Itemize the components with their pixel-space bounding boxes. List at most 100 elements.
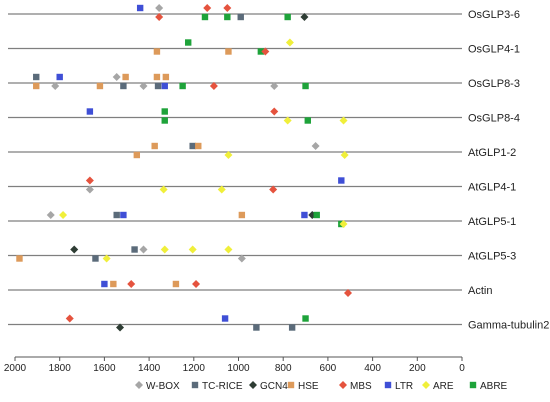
site-osglp8-3-w-box-1545 (112, 73, 121, 81)
site-atglp5-3-gcn4-1735 (70, 245, 79, 254)
x-tick-label-1600: 1600 (93, 363, 116, 374)
site-osglp8-3-hse-1905 (33, 82, 40, 90)
legend-marker-are (422, 381, 430, 389)
site-osglp3-6-abre-780 (284, 13, 291, 21)
site-osglp8-4-are-530 (339, 116, 348, 125)
site-actin-mbs-510 (344, 289, 353, 297)
site-osglp3-6-mbs-1355 (155, 13, 164, 21)
site-atglp4-1-w-box-1665 (85, 185, 94, 194)
x-tick-label-600: 600 (320, 363, 337, 374)
x-tick-label-400: 400 (364, 363, 381, 374)
legend-marker-w-box (135, 381, 143, 389)
site-gamma-tubulin2-gcn4-1530 (116, 323, 125, 332)
site-osglp3-6-gcn4-705 (300, 13, 309, 21)
site-osglp8-4-mbs-840 (270, 107, 279, 116)
site-osglp3-6-abre-1050 (224, 13, 231, 21)
site-osglp4-1-hse-1045 (225, 48, 232, 55)
site-atglp4-1-are-1075 (217, 185, 226, 194)
site-osglp8-3-hse-1505 (122, 73, 129, 81)
site-atglp5-3-tc-rice-1465 (131, 246, 138, 253)
site-actin-mbs-1190 (192, 280, 201, 288)
site-atglp5-3-hse-1980 (16, 255, 23, 262)
legend-marker-ltr (384, 381, 392, 389)
site-osglp4-1-mbs-880 (261, 47, 270, 56)
site-atglp5-1-w-box-1840 (46, 211, 55, 219)
site-atglp5-3-are-1590 (102, 254, 111, 263)
site-gamma-tubulin2-ltr-1060 (221, 315, 229, 322)
site-osglp3-6-abre-1150 (201, 13, 209, 21)
site-osglp8-3-mbs-1110 (209, 82, 218, 90)
site-osglp8-4-ltr-1665 (86, 108, 94, 115)
site-osglp4-1-abre-1225 (185, 39, 192, 46)
site-atglp4-1-mbs-845 (269, 185, 278, 194)
legend-label-mbs: MBS (350, 381, 372, 392)
site-gamma-tubulin2-abre-700 (302, 315, 309, 322)
site-actin-ltr-1600 (101, 280, 108, 288)
site-osglp4-1-abre-900 (257, 48, 265, 55)
element-marks (16, 4, 353, 332)
x-tick-label-1800: 1800 (49, 363, 72, 374)
site-osglp8-3-hse-1620 (96, 82, 104, 90)
gene-label-atglp1-2: AtGLP1-2 (468, 147, 516, 159)
site-atglp5-1-abre-650 (313, 211, 320, 219)
site-osglp8-4-abre-690 (304, 117, 311, 124)
legend-marker-tc-rice (191, 381, 199, 389)
site-atglp5-1-ltr-705 (301, 211, 308, 219)
site-osglp8-4-abre-1330 (161, 117, 168, 124)
site-osglp4-1-are-770 (285, 38, 294, 47)
site-osglp8-4-abre-1330 (161, 108, 168, 115)
x-tick-label-1000: 1000 (227, 363, 250, 374)
site-atglp5-1-tc-rice-1545 (113, 211, 120, 219)
site-atglp1-2-hse-1375 (151, 142, 158, 150)
gene-lanes: OsGLP3-6 OsGLP4-1 OsGLP8-3 OsGLP8-4 AtGLP1-2… (8, 9, 549, 332)
gene-label-atglp4-1: AtGLP4-1 (468, 182, 516, 194)
site-osglp8-3-ltr-1800 (56, 73, 63, 81)
site-actin-hse-1280 (172, 280, 180, 288)
legend: W-BOX TC-RICE GCN4 HSE MBS LTR ARE ABRE (135, 381, 508, 392)
site-atglp1-2-are-525 (340, 151, 349, 159)
gene-label-atglp5-3: AtGLP5-3 (468, 251, 516, 263)
gene-label-atglp5-1: AtGLP5-1 (468, 216, 516, 228)
site-atglp1-2-tc-rice-1205 (189, 142, 196, 150)
site-atglp5-3-w-box-1425 (139, 245, 148, 254)
site-atglp4-1-ltr-540 (338, 177, 345, 184)
site-osglp8-3-abre-700 (302, 82, 309, 90)
site-atglp5-3-are-1205 (188, 245, 197, 254)
site-osglp8-3-hse-1325 (162, 73, 170, 81)
gene-label-osglp4-1: OsGLP4-1 (468, 44, 520, 56)
site-osglp8-3-tc-rice-1905 (33, 73, 40, 81)
site-atglp5-1-ltr-1515 (120, 211, 127, 219)
legend-label-ltr: LTR (395, 381, 413, 392)
legend-label-tc-rice: TC-RICE (202, 381, 243, 392)
site-osglp8-3-tc-rice-1360 (154, 82, 162, 90)
site-atglp4-1-are-1335 (159, 185, 168, 194)
legend-label-abre: ABRE (480, 381, 508, 392)
legend-label-gcn4: GCN4 (260, 381, 288, 392)
site-atglp5-3-are-1045 (224, 245, 233, 254)
site-atglp5-3-tc-rice-1640 (92, 255, 99, 262)
gene-label-actin: Actin (468, 285, 492, 297)
legend-marker-hse (287, 381, 295, 389)
site-osglp3-6-tc-rice-990 (237, 13, 244, 21)
site-osglp8-3-hse-1365 (153, 73, 161, 81)
gene-label-gamma-tubulin2: Gamma-tubulin2 (468, 320, 549, 332)
x-tick-label-0: 0 (459, 363, 465, 374)
site-gamma-tubulin2-tc-rice-760 (288, 324, 296, 331)
site-osglp3-6-mbs-1050 (223, 4, 232, 12)
site-atglp5-1-are-530 (339, 220, 348, 228)
site-osglp8-4-are-780 (283, 116, 292, 125)
x-tick-label-2000: 2000 (4, 363, 27, 374)
site-osglp3-6-w-box-1355 (155, 4, 164, 12)
site-atglp1-2-hse-1180 (195, 142, 202, 150)
site-osglp8-3-w-box-840 (270, 82, 279, 90)
site-gamma-tubulin2-mbs-1755 (65, 314, 74, 323)
site-osglp8-3-w-box-1820 (51, 82, 60, 90)
gene-label-osglp8-3: OsGLP8-3 (468, 78, 520, 90)
site-osglp3-6-ltr-1440 (136, 4, 144, 12)
site-osglp8-3-abre-1250 (179, 82, 186, 90)
site-atglp5-3-w-box-985 (237, 254, 246, 263)
site-atglp1-2-are-1045 (224, 151, 233, 159)
site-atglp5-1-are-1785 (59, 211, 68, 219)
site-gamma-tubulin2-tc-rice-920 (253, 324, 260, 331)
